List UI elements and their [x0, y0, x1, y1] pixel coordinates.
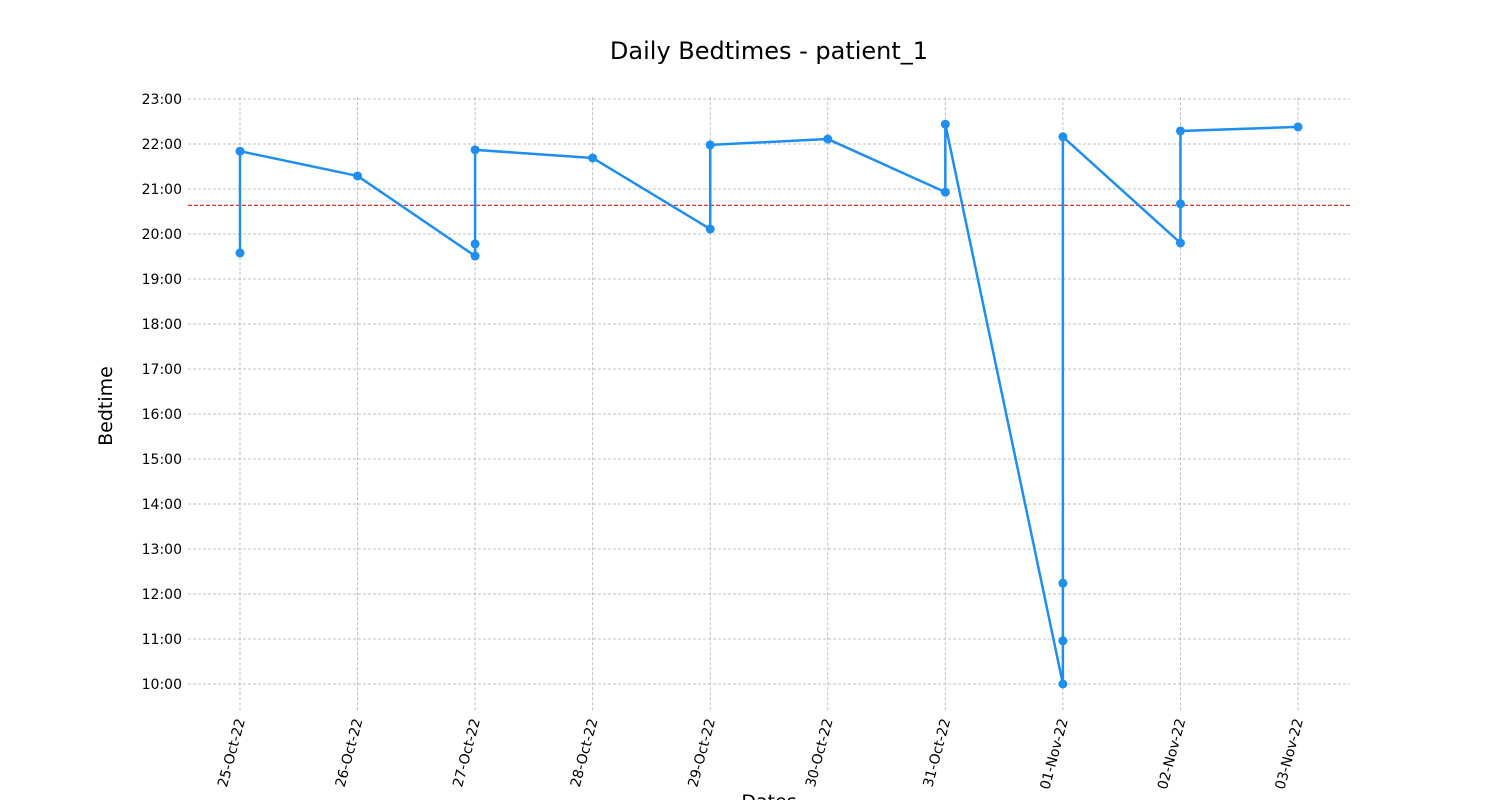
- point: [940, 187, 950, 197]
- y-axis-label: Bedtime: [95, 366, 117, 446]
- x-axis-label: Dates: [741, 791, 796, 800]
- point: [588, 153, 598, 163]
- point: [1058, 636, 1068, 646]
- point: [470, 251, 480, 261]
- point: [470, 145, 480, 155]
- point: [353, 171, 363, 181]
- x-tick-label: 02-Nov-22: [1155, 717, 1189, 791]
- x-tick-label: 31-Oct-22: [921, 717, 955, 789]
- point: [823, 134, 833, 144]
- y-tick-label: 20:00: [142, 227, 182, 243]
- y-tick-label: 14:00: [142, 497, 182, 513]
- point: [235, 248, 245, 258]
- y-tick-label: 22:00: [142, 137, 182, 153]
- x-tick-label: 29-Oct-22: [685, 717, 719, 789]
- point: [705, 140, 715, 150]
- x-tick-label: 30-Oct-22: [803, 717, 837, 789]
- point: [470, 239, 480, 249]
- y-tick-label: 17:00: [142, 362, 182, 378]
- x-tick-label: 27-Oct-22: [450, 717, 484, 789]
- y-tick-label: 13:00: [142, 542, 182, 558]
- y-tick-label: 18:00: [142, 317, 182, 333]
- point: [1058, 132, 1068, 142]
- x-tick-label: 01-Nov-22: [1037, 717, 1071, 791]
- point: [1175, 126, 1185, 136]
- x-tick-label: 28-Oct-22: [568, 717, 602, 789]
- point: [1058, 679, 1068, 689]
- chart-title: Daily Bedtimes - patient_1: [610, 37, 928, 65]
- x-tick-label: 26-Oct-22: [333, 717, 367, 789]
- point: [1058, 578, 1068, 588]
- point: [235, 146, 245, 156]
- point: [1293, 122, 1303, 132]
- point: [1175, 238, 1185, 248]
- x-tick-label: 03-Nov-22: [1273, 717, 1307, 791]
- y-tick-label: 15:00: [142, 452, 182, 468]
- point: [705, 224, 715, 234]
- x-tick-label: 25-Oct-22: [215, 717, 249, 789]
- y-tick-label: 23:00: [142, 92, 182, 108]
- y-tick-label: 21:00: [142, 182, 182, 198]
- line: [238, 122, 1299, 686]
- y-tick-label: 16:00: [142, 407, 182, 423]
- y-tick-label: 12:00: [142, 587, 182, 603]
- point: [1175, 199, 1185, 209]
- y-tick-label: 11:00: [142, 632, 182, 648]
- y-tick-label: 19:00: [142, 272, 182, 288]
- y-tick-label: 10:00: [142, 677, 182, 693]
- point: [940, 119, 950, 129]
